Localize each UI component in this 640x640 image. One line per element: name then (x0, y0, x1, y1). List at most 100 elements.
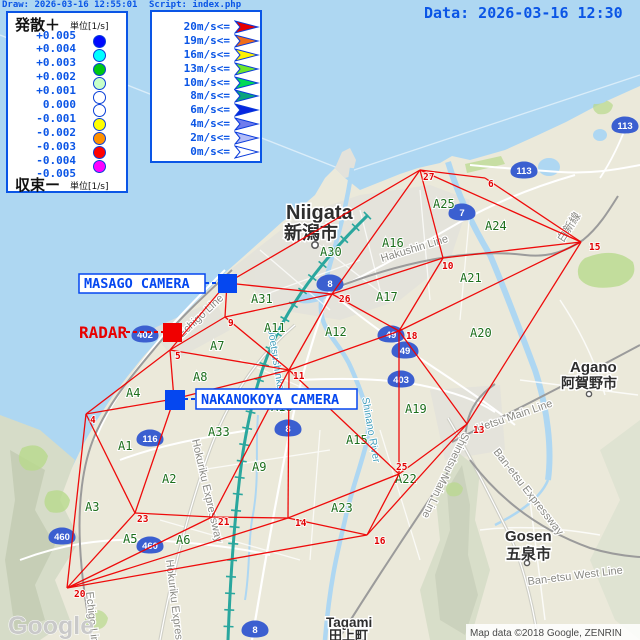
mesh-node-labels: 27 6 15 10 26 9 5 18 11 13 25 4 23 21 14… (73, 171, 601, 601)
masago-camera-marker[interactable] (218, 274, 237, 293)
node-label: 6 (488, 179, 494, 190)
area-label: A24 (485, 219, 507, 233)
nakanokoya-camera-labelbox (195, 388, 358, 410)
divergence-value: +0.004 (36, 42, 76, 55)
node-label: 14 (295, 518, 307, 529)
wind-speed-label: 13m/s<= (183, 62, 230, 75)
city-gosen-marker (523, 559, 531, 567)
area-label: A20 (470, 326, 492, 340)
city-tagami-en: Tagami (326, 615, 372, 630)
wind-speed-label: 4m/s<= (190, 117, 230, 130)
node-label: 21 (218, 517, 230, 528)
divergence-value: -0.005 (36, 167, 76, 180)
city-tagami-jp: 田上町 (329, 629, 368, 640)
wind-arrow-icon (234, 89, 260, 103)
node-label: 10 (442, 261, 454, 272)
divergence-color-swatch (93, 118, 106, 131)
area-label: A3 (85, 500, 99, 514)
node-label: 25 (396, 462, 408, 473)
convergence-title: 収束ー (15, 176, 61, 194)
attribution-bg (466, 624, 640, 640)
route-shield-label: 49 (400, 346, 411, 357)
node-label: 15 (589, 242, 601, 253)
route-shield-label: 460 (54, 532, 70, 543)
city-agano-jp: 阿賀野市 (561, 375, 617, 392)
area-label: A12 (325, 325, 347, 339)
wind-arrow-icon (234, 145, 260, 159)
wind-arrow-icon (234, 20, 260, 34)
area-label: A33 (208, 425, 230, 439)
masago-camera-labelbox (78, 273, 206, 294)
route-shield-label: 8 (252, 625, 257, 636)
divergence-color-swatch (93, 146, 106, 159)
route-shield-label: 113 (516, 166, 531, 177)
route-shield-label: 49 (386, 330, 397, 341)
area-label: A4 (126, 386, 140, 400)
google-logo[interactable]: Google (8, 612, 95, 640)
city-gosen-jp: 五泉市 (506, 545, 551, 563)
masago-camera-label[interactable]: MASAGO CAMERA (84, 276, 190, 292)
area-label: A21 (460, 271, 482, 285)
area-label: A25 (433, 197, 455, 211)
wind-arrow-icon (234, 62, 260, 76)
city-agano-en: Agano (570, 359, 617, 376)
wind-arrow-icon (234, 76, 260, 90)
nakanokoya-camera-marker[interactable] (165, 390, 185, 410)
expressways (158, 323, 540, 640)
divergence-legend: 発散＋ 単位[1/s] +0.005 +0.004 +0.003 +0.002 … (6, 11, 128, 194)
route-shield-label: 116 (142, 434, 157, 445)
divergence-value: -0.003 (36, 140, 76, 153)
divergence-color-swatch (93, 91, 106, 104)
area-label: A23 (331, 501, 353, 515)
divergence-value: -0.002 (36, 126, 76, 139)
divergence-unit: 単位[1/s] (70, 22, 109, 32)
node-label: 16 (374, 536, 386, 547)
area-label: A22 (395, 472, 417, 486)
divergence-color-swatch (93, 63, 106, 76)
area-label: A30 (320, 245, 342, 259)
node-label: 13 (473, 425, 485, 436)
city-gosen-en: Gosen (505, 528, 552, 545)
city-niigata-jp: 新潟市 (284, 222, 338, 244)
wind-speed-label: 16m/s<= (183, 48, 230, 61)
divergence-value: +0.003 (36, 56, 76, 69)
land (20, 86, 640, 640)
divergence-value: 0.000 (42, 98, 76, 111)
wind-speed-label: 2m/s<= (190, 131, 230, 144)
wind-speed-legend: 20m/s<= 19m/s<= 16m/s<= 13m/s<= 10m/s<= … (150, 10, 262, 163)
divergence-color-swatch (93, 160, 106, 173)
node-label: 27 (423, 172, 434, 183)
area-label: A6 (176, 533, 190, 547)
node-label: 5 (175, 351, 181, 362)
wind-arrow-icon (234, 48, 260, 62)
node-label: 20 (74, 589, 86, 600)
radar-label[interactable]: RADAR (79, 323, 128, 342)
divergence-value: -0.001 (36, 112, 76, 125)
area-label: A11 (264, 321, 286, 335)
mesh-lines (66, 169, 582, 589)
divergence-color-swatch (93, 49, 106, 62)
divergence-value: -0.004 (36, 154, 76, 167)
area-label: A7 (210, 339, 224, 353)
radar-marker[interactable] (163, 323, 182, 342)
wind-arrow-icon (234, 103, 260, 117)
route-shield-label: 8 (327, 279, 332, 290)
wind-speed-label: 20m/s<= (183, 20, 230, 33)
wind-speed-label: 19m/s<= (183, 34, 230, 47)
area-label: A8 (193, 370, 207, 384)
divergence-value: +0.002 (36, 70, 76, 83)
divergence-title: 発散＋ (15, 16, 61, 34)
route-shield-label: 113 (617, 121, 632, 132)
route-shield-label: 460 (142, 541, 158, 552)
wind-speed-label: 0m/s<= (190, 145, 230, 158)
sensor-markers: MASAGO CAMERA RADAR NAKANOKOYA CAMERA (78, 273, 358, 410)
divergence-color-swatch (93, 132, 106, 145)
nakanokoya-camera-label[interactable]: NAKANOKOYA CAMERA (201, 392, 339, 408)
divergence-color-swatch (93, 77, 106, 90)
terrain (0, 100, 640, 640)
area-label: A31 (251, 292, 273, 306)
route-shield-label: 403 (393, 375, 409, 386)
divergence-color-swatch (93, 104, 106, 117)
